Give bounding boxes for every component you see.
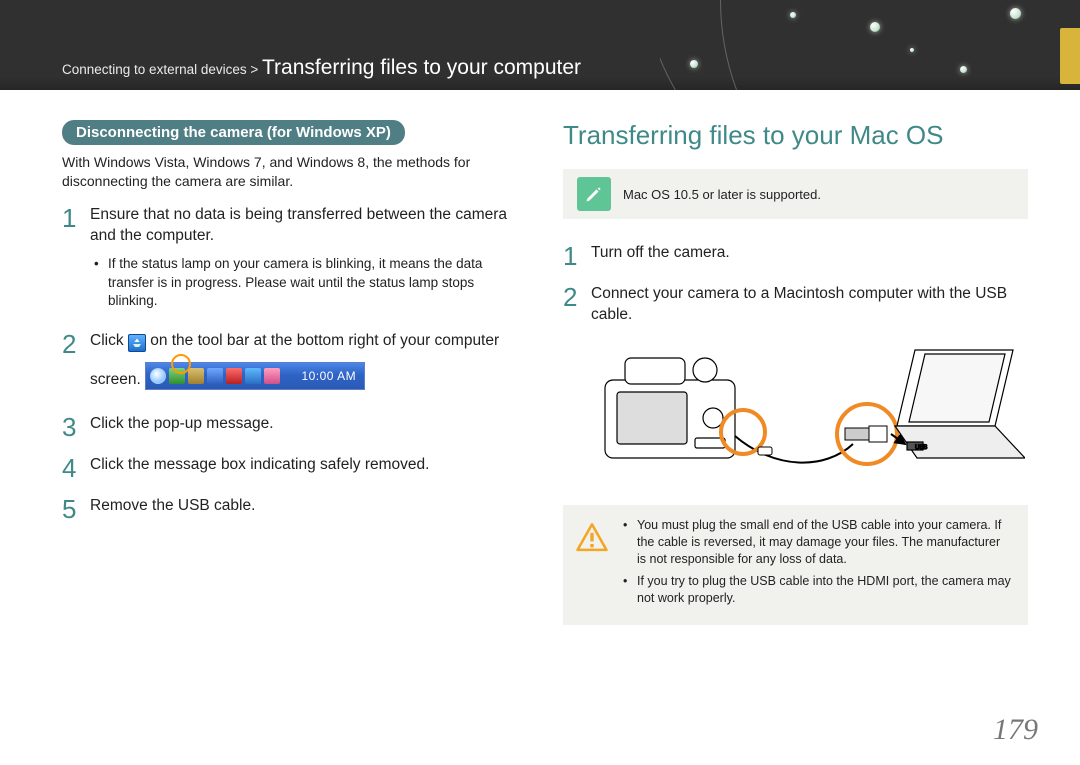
note-box: Mac OS 10.5 or later is supported.: [563, 169, 1028, 219]
step-1-text: Ensure that no data is being transferred…: [90, 206, 507, 244]
step-2-text-a: Click: [90, 332, 128, 349]
mac-step-2: Connect your camera to a Macintosh compu…: [563, 284, 1028, 485]
note-text: Mac OS 10.5 or later is supported.: [623, 187, 821, 202]
tray-display-icon: [207, 368, 223, 384]
tray-app-icon: [264, 368, 280, 384]
section-title: Transferring files to your Mac OS: [563, 120, 1028, 151]
page-header: Connecting to external devices > Transfe…: [0, 0, 1080, 90]
step-4: Click the message box indicating safely …: [62, 455, 527, 476]
left-column: Disconnecting the camera (for Windows XP…: [62, 120, 527, 625]
warning-text-2: If you try to plug the USB cable into th…: [623, 573, 1012, 607]
warning-icon: [575, 521, 609, 555]
section-pill: Disconnecting the camera (for Windows XP…: [62, 120, 405, 145]
camera-laptop-illustration: USB: [595, 340, 1025, 485]
safely-remove-icon: [128, 334, 146, 352]
tray-monitor-icon: [188, 368, 204, 384]
breadcrumb-title: Transferring files to your computer: [262, 56, 581, 79]
taskbar-tray: 10:00 AM: [145, 362, 365, 390]
tray-shield-icon: [245, 368, 261, 384]
page-number: 179: [993, 713, 1038, 747]
tray-volume-icon: [226, 368, 242, 384]
mac-step-1: Turn off the camera.: [563, 243, 1028, 264]
svg-text:USB: USB: [915, 445, 927, 451]
step-5: Remove the USB cable.: [62, 496, 527, 517]
chapter-tab: [1060, 28, 1080, 84]
step-2: Click on the tool bar at the bottom righ…: [62, 331, 527, 394]
step-3: Click the pop-up message.: [62, 414, 527, 435]
step-1-note: If the status lamp on your camera is bli…: [90, 255, 527, 312]
section-lead: With Windows Vista, Windows 7, and Windo…: [62, 153, 527, 191]
tray-clock: 10:00 AM: [297, 368, 360, 384]
right-column: Transferring files to your Mac OS Mac OS…: [563, 120, 1028, 625]
breadcrumb-section: Connecting to external devices >: [62, 62, 262, 77]
step-1: Ensure that no data is being transferred…: [62, 205, 527, 312]
pen-icon: [577, 177, 611, 211]
header-decoration: [660, 0, 1080, 90]
mac-step-2-text: Connect your camera to a Macintosh compu…: [591, 285, 1007, 323]
tray-expand-icon: [150, 368, 166, 384]
breadcrumb: Connecting to external devices > Transfe…: [62, 56, 581, 80]
warning-box: You must plug the small end of the USB c…: [563, 505, 1028, 625]
warning-text-1: You must plug the small end of the USB c…: [623, 517, 1012, 568]
